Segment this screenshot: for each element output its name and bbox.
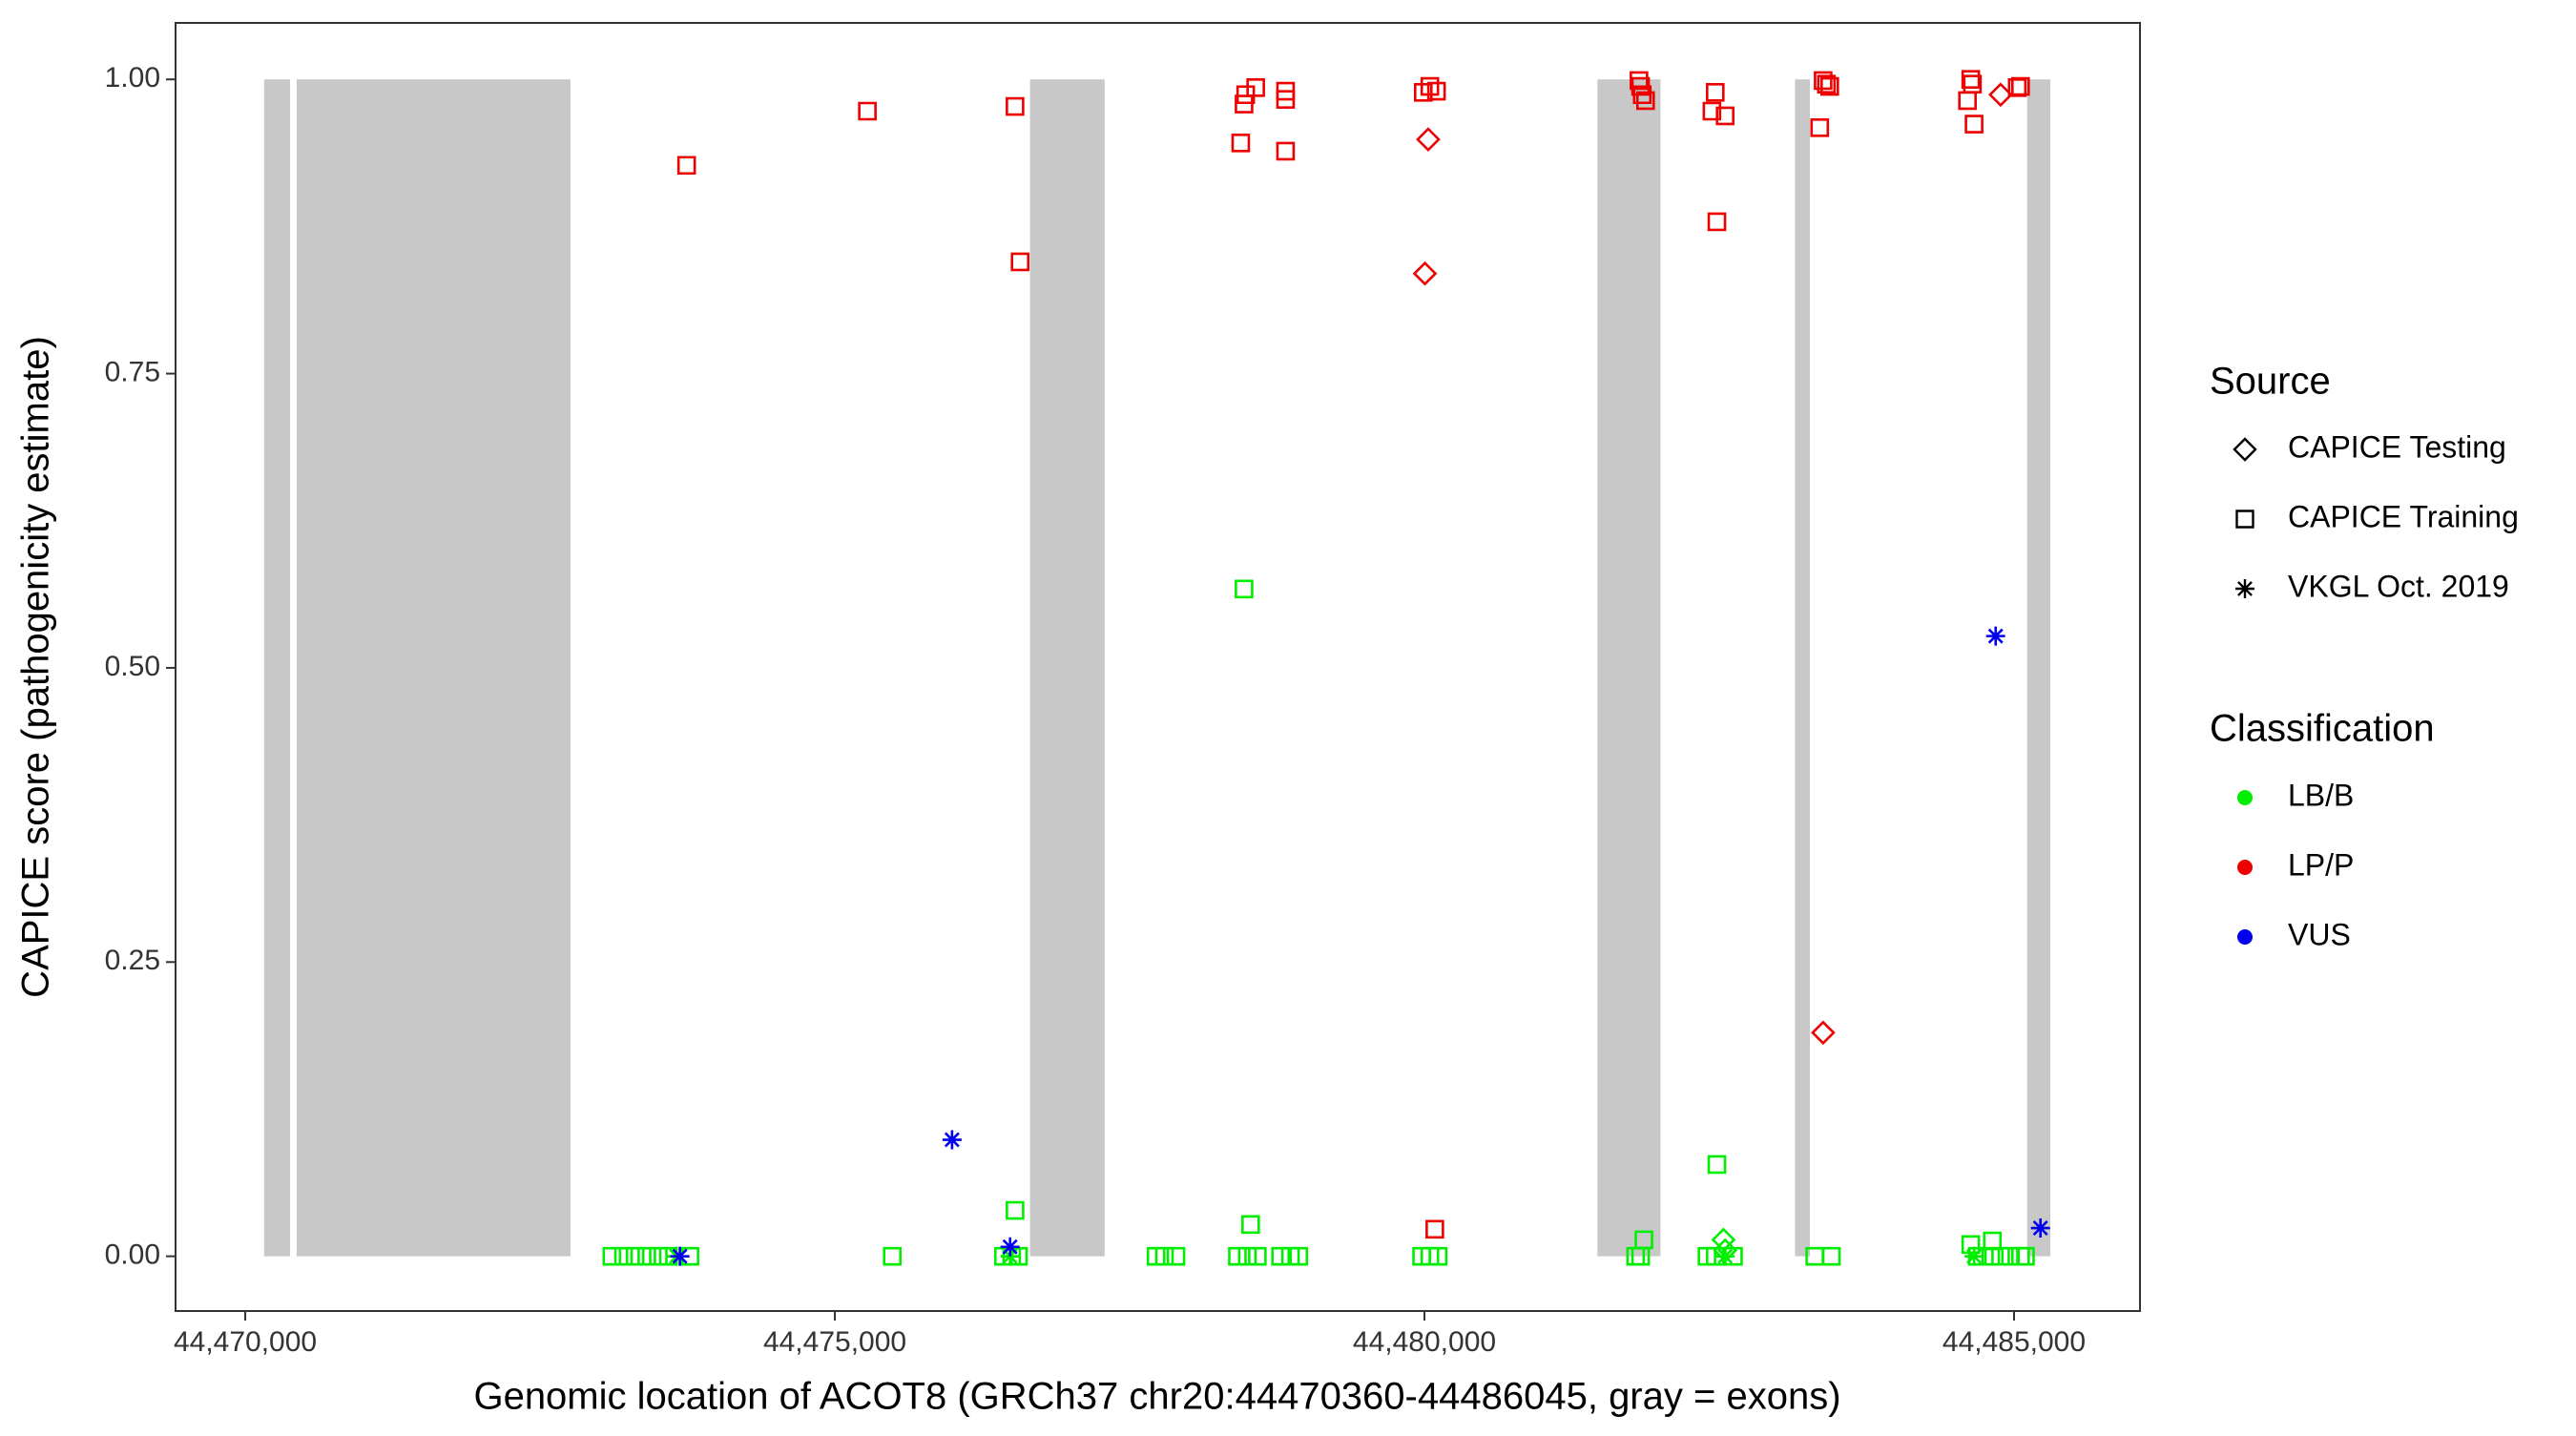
x-tick-label: 44,470,000 xyxy=(174,1326,317,1358)
point xyxy=(613,1246,634,1266)
point xyxy=(1630,71,1649,91)
point xyxy=(1412,260,1438,286)
x-tick-label: 44,485,000 xyxy=(1942,1326,2086,1358)
legend-label: VKGL Oct. 2019 xyxy=(2288,569,2509,603)
point xyxy=(1428,1246,1448,1266)
point xyxy=(637,1246,656,1266)
point xyxy=(1010,252,1029,272)
exon xyxy=(1795,79,1811,1257)
point xyxy=(625,1246,645,1266)
point xyxy=(1811,1020,1836,1046)
legend-label: CAPICE Testing xyxy=(2288,429,2506,464)
y-tick-label: 0.75 xyxy=(105,356,160,387)
point xyxy=(1961,70,1981,90)
point xyxy=(1820,76,1839,96)
point xyxy=(1635,91,1655,111)
point xyxy=(1964,114,1984,134)
legend-key xyxy=(2235,579,2254,598)
legend-label: CAPICE Training xyxy=(2288,499,2519,533)
point xyxy=(1707,212,1727,232)
y-tick-label: 1.00 xyxy=(105,62,160,94)
point xyxy=(1702,101,1722,121)
point xyxy=(1634,1230,1653,1250)
point xyxy=(883,1246,903,1266)
legend-title: Classification xyxy=(2210,708,2435,750)
point xyxy=(1810,117,1830,137)
point xyxy=(1241,1215,1260,1235)
point xyxy=(676,156,696,176)
legend-key xyxy=(2235,510,2254,529)
point xyxy=(2030,1218,2050,1238)
point xyxy=(1006,1200,1025,1220)
point xyxy=(2011,76,2030,96)
exon xyxy=(296,79,571,1257)
point xyxy=(1426,81,1446,101)
point xyxy=(670,1246,690,1266)
legend-label: LB/B xyxy=(2288,778,2354,812)
point xyxy=(1276,90,1296,109)
point xyxy=(1814,71,1833,91)
point xyxy=(1235,579,1254,599)
legend-key xyxy=(2237,929,2253,945)
point xyxy=(1166,1246,1186,1266)
point xyxy=(1983,1231,2003,1251)
point xyxy=(1964,1246,1984,1266)
point xyxy=(1248,1246,1267,1266)
point xyxy=(1707,1155,1727,1175)
y-tick-label: 0.00 xyxy=(105,1239,160,1271)
point xyxy=(1276,141,1296,161)
point xyxy=(2011,1246,2030,1266)
point xyxy=(649,1246,668,1266)
y-axis-title: CAPICE score (pathogenicity estimate) xyxy=(15,336,57,998)
point xyxy=(1958,91,1977,111)
x-tick-label: 44,480,000 xyxy=(1353,1326,1496,1358)
point xyxy=(1425,1219,1444,1239)
point xyxy=(602,1246,622,1266)
y-tick-label: 0.50 xyxy=(105,651,160,682)
exon xyxy=(1597,79,1661,1257)
x-tick-label: 44,475,000 xyxy=(763,1326,906,1358)
point xyxy=(1271,1246,1291,1266)
point xyxy=(1991,1246,2010,1266)
point xyxy=(1416,127,1441,152)
point xyxy=(1228,1246,1247,1266)
point xyxy=(1711,1227,1736,1253)
exon xyxy=(2026,79,2051,1257)
point xyxy=(1246,78,1265,97)
point xyxy=(1985,626,2005,646)
point xyxy=(1000,1237,1020,1257)
point xyxy=(1706,82,1725,102)
point xyxy=(1632,85,1652,105)
point xyxy=(1289,1246,1309,1266)
point xyxy=(1631,76,1651,96)
point xyxy=(1006,96,1025,116)
point xyxy=(2016,1246,2035,1266)
point xyxy=(1961,1235,1981,1255)
legend-key xyxy=(2237,860,2253,875)
y-tick-label: 0.25 xyxy=(105,945,160,976)
point xyxy=(1231,134,1251,153)
exon xyxy=(263,79,291,1257)
point xyxy=(858,101,877,121)
exon xyxy=(1029,79,1105,1257)
legend-key xyxy=(2233,437,2257,462)
legend-title: Source xyxy=(2210,361,2331,403)
point xyxy=(1963,74,1983,94)
legend-key xyxy=(2237,790,2253,805)
legend-label: LP/P xyxy=(2288,847,2354,882)
point xyxy=(1237,1246,1257,1266)
legend-label: VUS xyxy=(2288,917,2351,951)
x-axis-title: Genomic location of ACOT8 (GRCh37 chr20:… xyxy=(473,1376,1840,1418)
point xyxy=(1715,1246,1735,1266)
point xyxy=(1988,82,2013,108)
point xyxy=(1420,76,1440,96)
point xyxy=(1821,1246,1841,1266)
point xyxy=(1715,106,1735,126)
point xyxy=(1817,74,1837,94)
panel-border xyxy=(175,22,2141,1312)
point xyxy=(942,1130,962,1150)
